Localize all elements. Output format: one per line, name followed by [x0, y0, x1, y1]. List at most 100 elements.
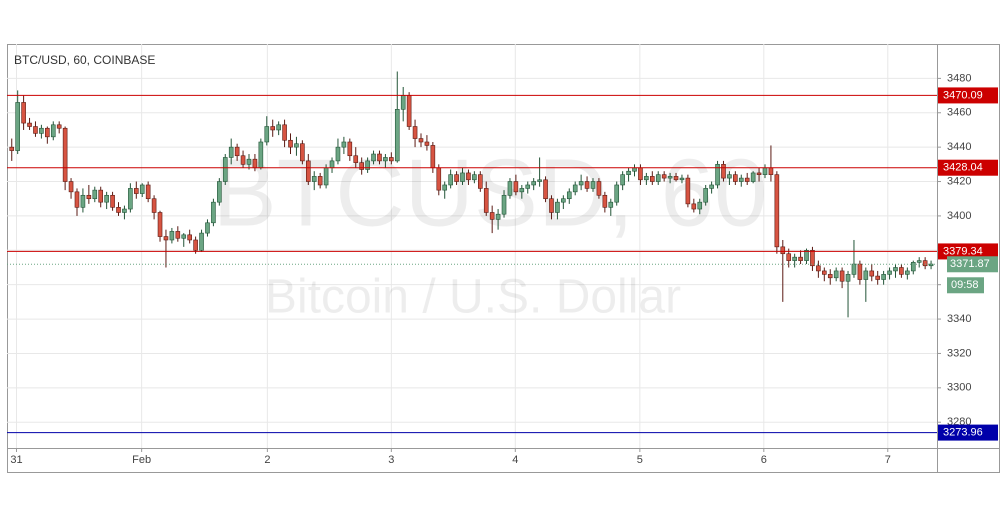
candle-body	[335, 146, 341, 162]
candle-body	[234, 146, 240, 157]
candle-body	[128, 188, 133, 210]
candle-body	[608, 201, 614, 208]
candle-body	[163, 236, 169, 241]
candle-body	[406, 95, 412, 127]
candle-body	[762, 167, 768, 175]
y-tick-label: 3420	[947, 175, 971, 187]
level-label: 3470.09	[943, 89, 983, 101]
y-tick-label: 3440	[947, 141, 971, 153]
candle-body	[543, 179, 548, 200]
candle-body	[33, 126, 38, 134]
candle-body	[798, 256, 803, 261]
candle-body	[478, 174, 483, 189]
x-tick-label: 31	[10, 454, 22, 466]
candle-body	[306, 160, 311, 182]
candle-body	[507, 181, 513, 196]
candle-body	[377, 153, 382, 162]
chart-title: BTC/USD, 60, COINBASE	[14, 53, 155, 67]
candle-body	[827, 274, 833, 279]
last-price-box	[947, 256, 998, 273]
candle-body	[738, 177, 744, 182]
candle-body	[228, 146, 234, 158]
candle-body	[74, 191, 80, 208]
candle-body	[448, 174, 453, 186]
candle-body	[454, 174, 459, 182]
candle-body	[45, 127, 50, 138]
candle-body	[282, 124, 287, 141]
plot	[9, 71, 934, 318]
candle-body	[300, 143, 305, 162]
candle-body	[774, 174, 780, 248]
x-tick-label: 4	[512, 454, 518, 466]
x-tick-label: 6	[761, 454, 767, 466]
countdown-label: 09:58	[951, 279, 979, 291]
candle-body	[667, 176, 673, 179]
level-label-box	[938, 424, 998, 441]
candle-body	[122, 208, 127, 213]
candle-body	[495, 213, 501, 220]
candle-body	[270, 126, 276, 131]
candle-body	[673, 176, 679, 181]
candle-body	[549, 198, 554, 213]
candle-body	[359, 162, 364, 170]
candle-body	[839, 270, 845, 282]
candle-body	[887, 270, 892, 275]
y-tick-label: 3320	[947, 347, 971, 359]
candle-body	[116, 207, 121, 213]
candle-body	[347, 141, 353, 157]
candle-body	[436, 167, 442, 191]
candle-body	[857, 263, 863, 280]
y-tick-label: 3400	[947, 210, 971, 222]
candle-body	[92, 189, 98, 200]
candle-body	[584, 181, 590, 189]
candle-body	[329, 160, 335, 169]
level-label: 3379.34	[943, 245, 983, 257]
candle-body	[169, 231, 175, 241]
candle-body	[661, 174, 667, 179]
candle-body	[56, 124, 62, 129]
candle-body	[39, 127, 44, 134]
candle-body	[430, 145, 436, 169]
level-label: 3273.96	[943, 427, 983, 439]
candle-body	[501, 194, 507, 215]
candle-body	[561, 198, 566, 203]
candle-body	[383, 157, 388, 162]
candle-body	[792, 256, 797, 261]
candle-body	[217, 181, 222, 203]
candle-body	[466, 172, 471, 181]
candle-body	[638, 167, 643, 181]
y-tick-label: 3340	[947, 313, 971, 325]
candle-body	[709, 184, 714, 189]
candle-body	[531, 181, 536, 186]
x-tick-label: Feb	[132, 454, 151, 466]
level-label-box	[938, 87, 998, 104]
candle-body	[893, 267, 898, 272]
level-label: 3428.04	[943, 162, 983, 174]
candle-body	[412, 126, 418, 139]
candle-body	[851, 263, 857, 275]
countdown-box	[947, 277, 984, 294]
candle-body	[602, 194, 608, 208]
candle-body	[905, 270, 910, 275]
candle-body	[685, 177, 691, 205]
candle-body	[98, 189, 104, 203]
candle-body	[525, 184, 531, 189]
candle-body	[389, 157, 394, 162]
x-tick-label: 3	[388, 454, 394, 466]
candle-body	[311, 176, 317, 182]
candle-body	[916, 260, 922, 263]
candle-body	[650, 176, 655, 182]
candle-body	[578, 181, 584, 186]
candle-body	[596, 181, 602, 196]
candle-body	[80, 194, 86, 208]
candle-body	[86, 194, 92, 200]
candle-body	[181, 234, 187, 239]
candle-body	[703, 188, 708, 203]
candle-body	[252, 158, 258, 169]
candle-body	[620, 174, 625, 186]
candle-body	[810, 249, 815, 267]
candle-body	[50, 124, 56, 138]
candle-body	[294, 143, 299, 148]
candle-body	[632, 167, 637, 172]
candle-body	[175, 231, 181, 239]
